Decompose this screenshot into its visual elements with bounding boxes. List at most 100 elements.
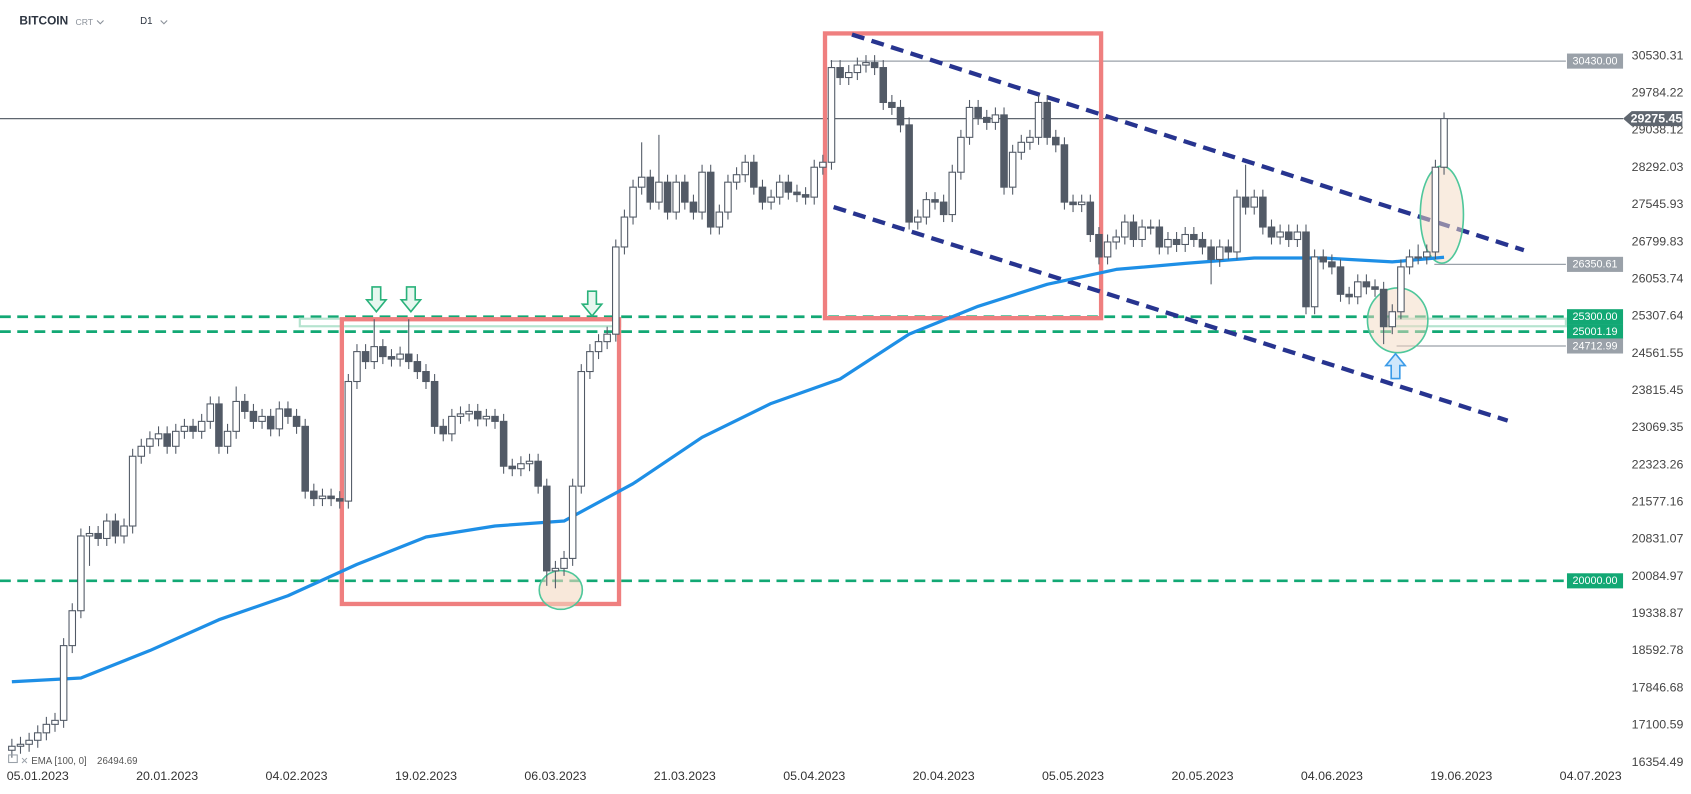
candle xyxy=(379,339,387,365)
legend-name: EMA [100, 0] xyxy=(31,756,86,767)
candle xyxy=(1284,224,1293,247)
candle xyxy=(1276,224,1284,245)
price-tag xyxy=(1623,111,1683,127)
y-tick-label: 18592.78 xyxy=(1632,643,1684,657)
candle-body xyxy=(1250,196,1259,208)
candle-body xyxy=(128,455,137,527)
candle-body xyxy=(517,463,525,470)
candle xyxy=(439,418,448,442)
candle xyxy=(568,478,577,566)
candle xyxy=(1198,232,1207,255)
candle-body xyxy=(896,106,905,126)
candle-body xyxy=(1233,196,1241,253)
y-tick-label: 17100.59 xyxy=(1632,718,1684,732)
candle-body xyxy=(931,199,939,203)
level-tag-label: 20000.00 xyxy=(1573,575,1618,587)
candle-body xyxy=(1000,114,1008,188)
level-tag-label: 25300.00 xyxy=(1573,311,1618,323)
candle-body xyxy=(146,438,154,447)
candle xyxy=(146,431,154,454)
candle xyxy=(482,408,491,427)
y-tick-label: 28292.03 xyxy=(1632,160,1684,174)
candle-body xyxy=(672,181,680,213)
candle-body xyxy=(1008,151,1017,188)
candle xyxy=(775,174,784,205)
down-arrow xyxy=(399,286,423,313)
candle-body xyxy=(1017,141,1026,153)
candle xyxy=(85,526,94,566)
candle xyxy=(1353,274,1362,305)
candle-body xyxy=(715,211,724,228)
y-tick-label: 16354.49 xyxy=(1632,755,1684,769)
candle xyxy=(672,174,680,220)
candle-body xyxy=(275,408,284,430)
candle-body xyxy=(16,743,25,747)
candle xyxy=(1319,249,1328,270)
candle xyxy=(473,403,482,427)
candle xyxy=(1362,274,1371,295)
candle xyxy=(206,396,215,429)
indicator-legend: ✕ EMA [100, 0] 26494.69 xyxy=(8,754,137,767)
x-tick-label: 20.04.2023 xyxy=(913,769,975,783)
candle xyxy=(102,513,111,546)
candle xyxy=(120,518,128,544)
candle xyxy=(793,184,801,203)
candle-body xyxy=(681,181,689,203)
candle xyxy=(983,109,991,130)
candle xyxy=(1336,259,1345,302)
x-tick-label: 06.03.2023 xyxy=(524,769,586,783)
candle-body xyxy=(732,174,741,183)
y-tick-label: 25307.64 xyxy=(1632,309,1684,323)
candle-body xyxy=(620,216,629,248)
highlight-circle xyxy=(538,569,584,611)
candle-body xyxy=(1431,166,1440,253)
candle-body xyxy=(784,181,793,193)
candle-body xyxy=(767,196,775,203)
candle-body xyxy=(111,520,120,537)
x-tick-label: 05.04.2023 xyxy=(783,769,845,783)
candle xyxy=(353,344,361,389)
candle-body xyxy=(551,567,560,572)
candle xyxy=(258,408,266,429)
candle xyxy=(870,55,879,76)
candle xyxy=(991,107,1000,130)
candle-body xyxy=(629,186,637,218)
candle xyxy=(888,94,896,115)
candle-body xyxy=(249,410,258,422)
candle xyxy=(586,344,594,380)
candle xyxy=(33,725,42,748)
candle-body xyxy=(1293,231,1302,241)
candle-body xyxy=(1077,201,1086,206)
candle xyxy=(810,159,818,205)
candle xyxy=(1008,144,1017,195)
candle xyxy=(1267,219,1276,245)
candle-body xyxy=(1328,261,1336,268)
contract: CRT xyxy=(75,17,93,27)
level-tag-label: 24712.99 xyxy=(1573,340,1618,352)
y-tick-label: 22323.26 xyxy=(1632,457,1684,471)
header: BITCOIN CRT D1 xyxy=(19,14,168,28)
interval: D1 xyxy=(140,16,152,27)
candle-body xyxy=(33,732,42,741)
candle-body xyxy=(1146,226,1155,229)
candle xyxy=(603,326,611,350)
candle xyxy=(1172,232,1181,252)
levels xyxy=(0,60,1624,583)
candle-body xyxy=(1302,231,1310,308)
price-tag-label: 29275.45 xyxy=(1631,111,1683,125)
candle-body xyxy=(1345,293,1353,298)
candle-body xyxy=(1336,266,1345,295)
candle xyxy=(508,458,517,477)
candle-body xyxy=(1414,256,1422,259)
candle xyxy=(1121,214,1129,245)
candle-body xyxy=(491,415,499,422)
candle-body xyxy=(879,67,888,103)
candle-body xyxy=(215,403,223,447)
candle xyxy=(1060,137,1069,210)
candle-body xyxy=(284,408,292,417)
candle xyxy=(1052,129,1060,153)
candle-body xyxy=(1379,288,1388,328)
candle-body xyxy=(137,445,146,457)
candle xyxy=(370,319,378,370)
